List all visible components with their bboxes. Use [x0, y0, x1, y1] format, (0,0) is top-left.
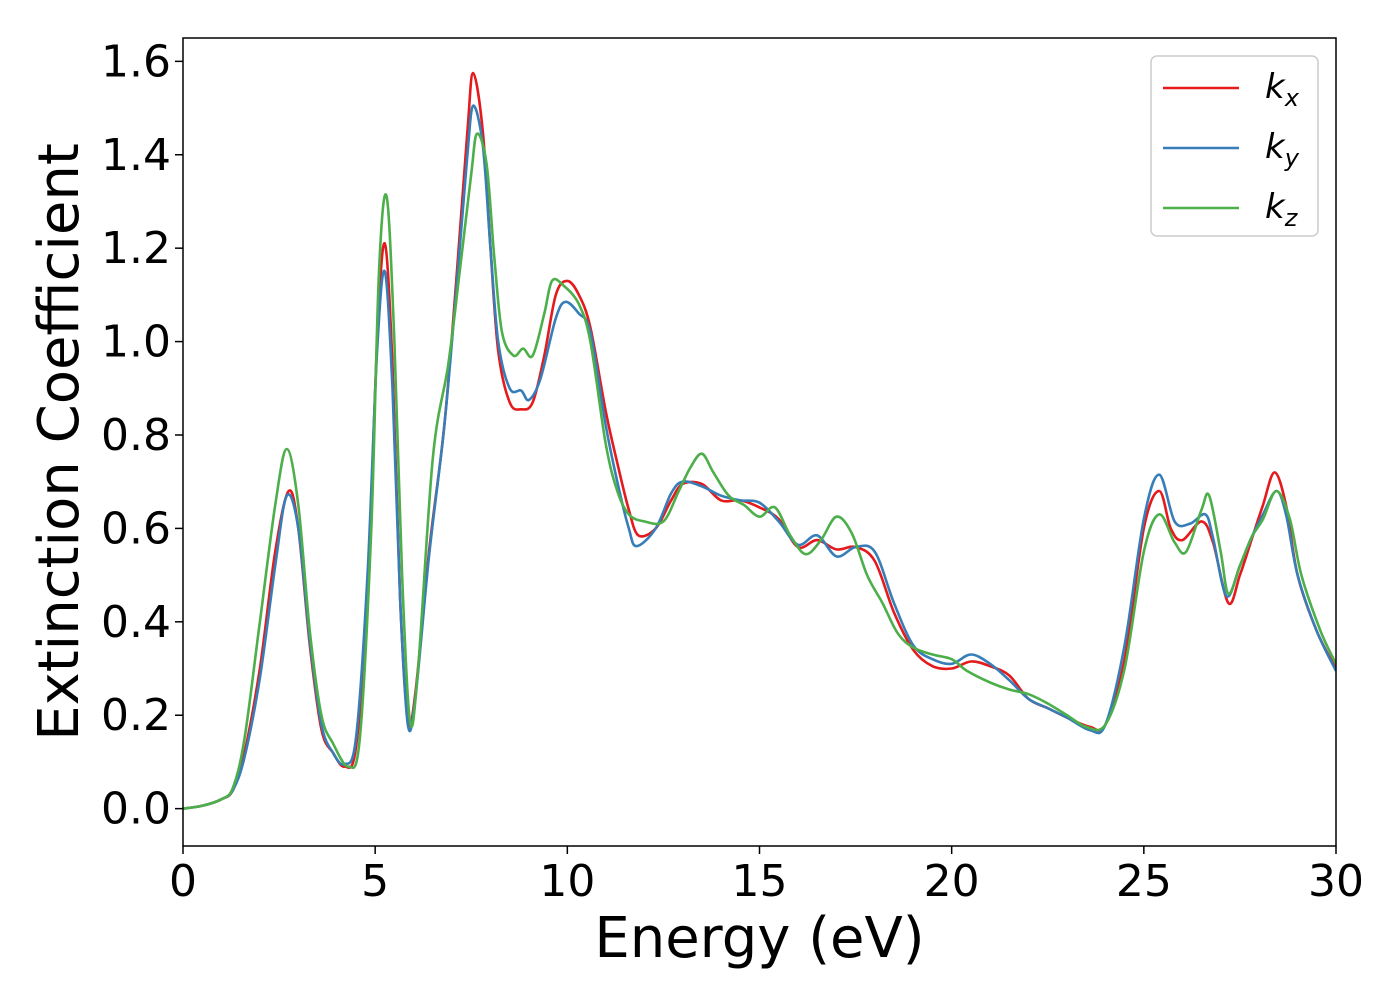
legend-item-kx: kx	[1163, 67, 1300, 112]
y-tick-label: 1.0	[101, 317, 171, 368]
y-tick-label: 0.6	[101, 503, 171, 554]
legend-label: ky	[1265, 127, 1300, 172]
y-tick-label: 0.8	[101, 410, 171, 461]
y-tick-label: 1.2	[101, 223, 171, 274]
legend-label-main: k	[1265, 127, 1286, 167]
y-tick-label: 0.4	[101, 597, 171, 648]
legend-item-kz: kz	[1163, 187, 1299, 232]
x-tick-label: 30	[1308, 856, 1364, 907]
y-tick-label: 1.6	[101, 36, 171, 87]
x-tick-label: 15	[732, 856, 788, 907]
legend-label-subscript: y	[1284, 144, 1300, 172]
legend-label: kz	[1265, 187, 1299, 232]
legend-item-ky: ky	[1163, 127, 1300, 172]
legend-box	[1150, 55, 1319, 237]
legend-label-subscript: z	[1284, 204, 1299, 232]
y-tick-label: 0.2	[101, 690, 171, 741]
y-tick-label: 0.0	[101, 784, 171, 835]
legend-label-subscript: x	[1284, 84, 1300, 112]
x-tick-label: 25	[1116, 856, 1172, 907]
legend-label-main: k	[1265, 187, 1286, 227]
series-line-ky	[183, 104, 1336, 810]
x-tick-label: 20	[924, 856, 980, 907]
legend-label-main: k	[1265, 67, 1286, 107]
series-line-kx	[183, 71, 1336, 810]
x-axis-title: Energy (eV)	[594, 906, 924, 971]
y-tick-label: 1.4	[101, 130, 171, 181]
legend-label: kx	[1265, 67, 1300, 112]
x-tick-label: 5	[361, 856, 389, 907]
x-axis-ticks: 0 5 10 15 20 25 30	[169, 846, 1364, 907]
y-axis-title: Extinction Coefficient	[27, 143, 92, 741]
x-tick-label: 0	[169, 856, 197, 907]
x-tick-label: 10	[539, 856, 595, 907]
series-line-kz	[183, 132, 1336, 810]
series-layer	[183, 71, 1336, 810]
y-axis-ticks: 0.0 0.2 0.4 0.6 0.8 1.0 1.2 1.4 1.6	[101, 36, 183, 835]
